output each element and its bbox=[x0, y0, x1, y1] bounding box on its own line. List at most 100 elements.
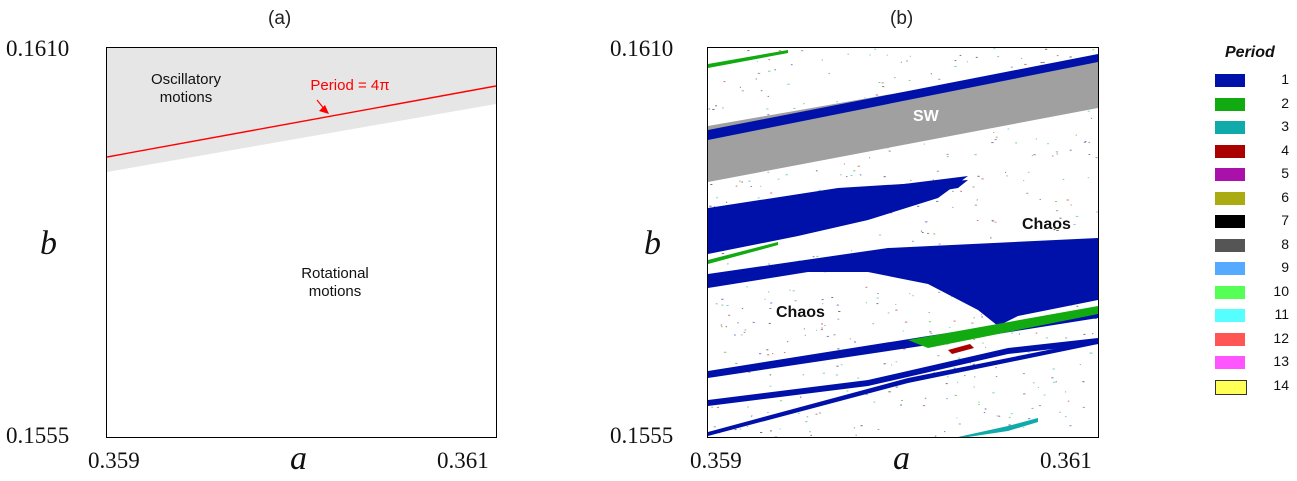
chaos-speck bbox=[767, 412, 769, 413]
chaos-speck bbox=[720, 324, 723, 326]
chaos-speck bbox=[909, 180, 912, 182]
legend-item: 11 bbox=[1215, 305, 1295, 325]
chaos-speck bbox=[1015, 142, 1018, 144]
chaos-speck bbox=[882, 86, 885, 88]
chaos-speck bbox=[815, 170, 818, 172]
chaos-speck bbox=[991, 219, 994, 221]
chaos-speck bbox=[1042, 61, 1045, 63]
chaos-speck bbox=[843, 163, 845, 165]
legend-label: 8 bbox=[1281, 235, 1289, 252]
chaos-speck bbox=[900, 400, 903, 401]
panel-a-ytick-top: 0.1610 bbox=[6, 36, 70, 61]
chaos-speck bbox=[1027, 171, 1030, 173]
chaos-speck bbox=[805, 421, 808, 423]
chaos-speck bbox=[945, 383, 948, 385]
chaos-speck bbox=[874, 48, 877, 50]
chaos-speck bbox=[816, 255, 819, 257]
chaos-speck bbox=[990, 237, 992, 239]
chaos-speck bbox=[908, 80, 911, 81]
chaos-speck bbox=[741, 308, 744, 310]
chaos-speck bbox=[809, 431, 811, 433]
legend-label: 3 bbox=[1281, 118, 1289, 134]
chaos-speck bbox=[840, 174, 842, 176]
chaos-speck bbox=[996, 415, 998, 417]
chaos-speck bbox=[985, 346, 987, 348]
chaos-speck bbox=[1006, 175, 1008, 177]
chaos-speck bbox=[883, 363, 886, 365]
chaos-speck bbox=[1087, 110, 1090, 112]
chaos-speck bbox=[723, 81, 726, 83]
chaos-speck bbox=[792, 290, 795, 292]
chaos-speck bbox=[857, 165, 860, 167]
chaos-speck bbox=[1024, 63, 1027, 65]
chaos-speck bbox=[838, 311, 841, 312]
chaos-speck bbox=[930, 332, 933, 334]
chaos-speck bbox=[751, 415, 753, 417]
chaos-speck bbox=[794, 300, 797, 302]
chaos-speck bbox=[859, 174, 862, 176]
legend-swatch bbox=[1215, 74, 1245, 87]
chaos-speck bbox=[768, 263, 770, 265]
legend-swatch bbox=[1215, 379, 1247, 395]
legend-swatch bbox=[1215, 332, 1245, 346]
chaos-speck bbox=[1079, 364, 1081, 366]
chaos-speck bbox=[1010, 66, 1013, 68]
chaos-speck bbox=[938, 243, 941, 245]
legend-label: 2 bbox=[1281, 94, 1289, 111]
chaos-speck bbox=[994, 139, 997, 141]
chaos-speck bbox=[821, 327, 823, 329]
chaos-speck bbox=[779, 428, 781, 430]
chaos-speck bbox=[957, 381, 959, 383]
chaos-speck bbox=[1035, 226, 1038, 228]
chaos-speck bbox=[850, 174, 853, 176]
chaos-speck bbox=[721, 326, 723, 328]
chaos-speck bbox=[976, 220, 979, 221]
legend-label: 9 bbox=[1281, 259, 1289, 275]
chaos-speck bbox=[973, 386, 975, 388]
chaos-speck bbox=[929, 331, 932, 333]
chaos-speck bbox=[977, 175, 980, 177]
chaos-speck bbox=[944, 431, 946, 433]
chaos-speck bbox=[837, 348, 840, 350]
chaos-speck bbox=[790, 64, 793, 66]
chaos-speck bbox=[821, 59, 823, 61]
chaos-speck bbox=[748, 371, 751, 373]
chaos-speck bbox=[973, 339, 976, 340]
chaos-speck bbox=[1039, 405, 1041, 407]
oscillatory-label: Oscillatory motions bbox=[150, 71, 221, 106]
chaos-speck bbox=[760, 185, 762, 187]
chaos-speck bbox=[822, 372, 825, 374]
chaos-speck bbox=[974, 376, 976, 378]
chaos-speck bbox=[774, 69, 776, 71]
chaos-speck bbox=[953, 320, 956, 322]
chaos-speck bbox=[767, 291, 770, 293]
chaos-speck bbox=[722, 107, 724, 109]
legend-item: 12 bbox=[1215, 329, 1295, 349]
chaos-speck bbox=[836, 304, 839, 306]
chaos-speck bbox=[1062, 178, 1065, 180]
chaos-speck bbox=[875, 94, 879, 96]
legend-swatch bbox=[1215, 215, 1245, 228]
chaos-speck bbox=[806, 416, 809, 418]
chaos-speck bbox=[712, 109, 715, 110]
chaos-speck bbox=[846, 176, 848, 178]
legend-item: 14 bbox=[1215, 376, 1295, 396]
chaos-speck bbox=[777, 178, 780, 180]
chaos-speck bbox=[878, 234, 882, 236]
chaos-speck bbox=[1032, 382, 1035, 384]
chaos-speck bbox=[767, 70, 771, 72]
chaos-speck bbox=[1053, 381, 1056, 383]
chaos-speck bbox=[1092, 49, 1095, 51]
chaos-speck bbox=[746, 426, 749, 427]
chaos-speck bbox=[909, 293, 911, 295]
panel-b-plot: SW Chaos Chaos bbox=[707, 47, 1099, 438]
chaos-speck bbox=[767, 354, 770, 356]
chaos-speck bbox=[769, 308, 772, 309]
chaos-speck bbox=[1010, 413, 1013, 415]
chaos-speck bbox=[1087, 177, 1090, 179]
chaos-speck bbox=[904, 321, 908, 323]
chaos-speck bbox=[992, 220, 995, 222]
panel-a-title: (a) bbox=[268, 8, 292, 29]
chaos-speck bbox=[930, 73, 932, 75]
chaos-speck bbox=[709, 205, 712, 207]
